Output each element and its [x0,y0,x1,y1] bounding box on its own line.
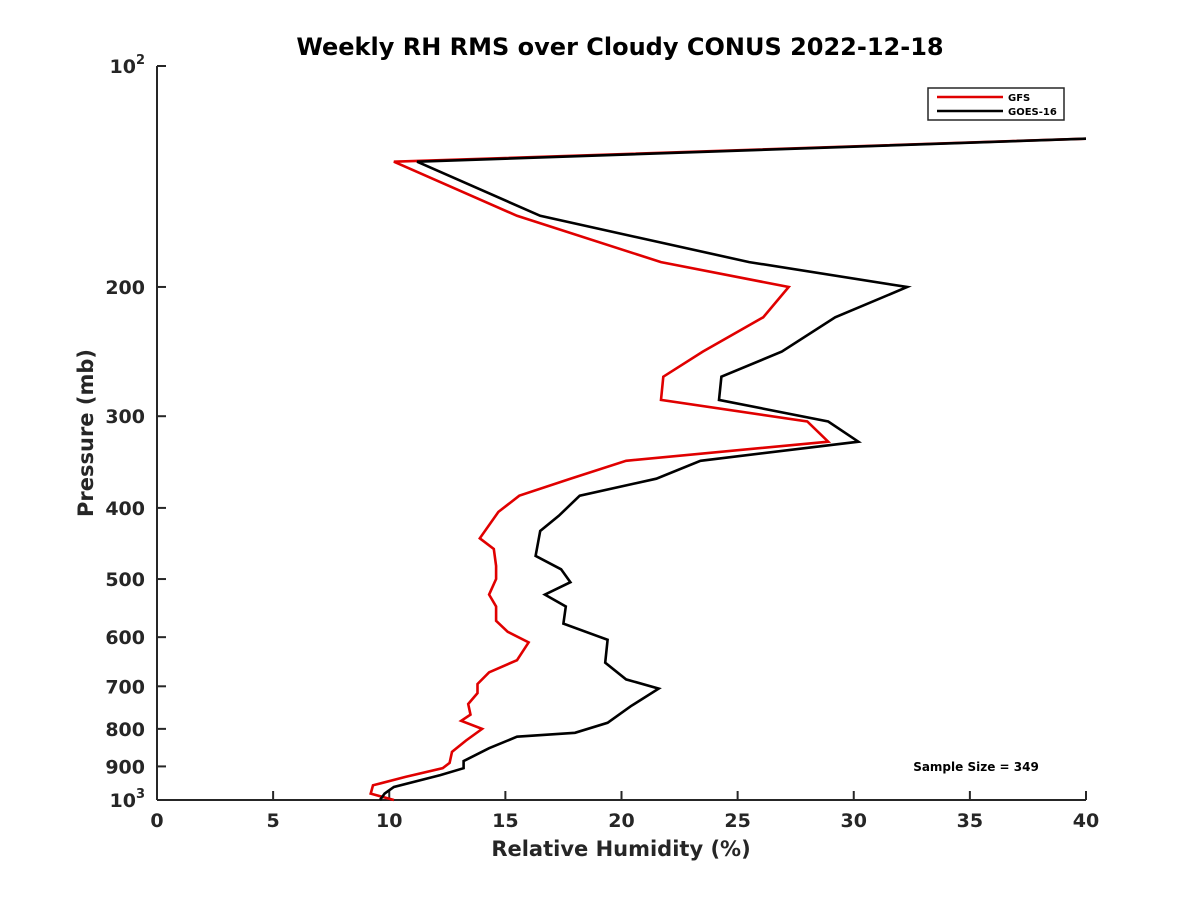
x-tick-label: 25 [724,810,750,832]
legend: GFS GOES-16 [927,87,1065,121]
x-tick-label: 15 [492,810,518,832]
series-layer [369,137,1086,802]
x-tick-label: 20 [608,810,634,832]
y-ticks: 102 200 300 400 500 600 700 800 900 103 [105,53,166,812]
series-line-gfs [369,137,1086,802]
y-tick-label: 400 [105,498,145,520]
y-tick-label: 900 [105,756,145,778]
x-tick-label: 5 [267,810,280,832]
legend-label-goes16: GOES-16 [1008,107,1057,118]
y-tick-label: 800 [105,719,145,741]
plot-area [156,66,1086,801]
y-axis-label: Pressure (mb) [74,349,98,517]
sample-size-annotation: Sample Size = 349 [913,760,1039,774]
y-tick-label: 600 [105,627,145,649]
series-line-goes16 [378,137,1086,801]
y-tick-label: 103 [110,787,146,812]
y-tick-label: 700 [105,676,145,698]
y-tick-label: 500 [105,569,145,591]
x-axis-label: Relative Humidity (%) [491,837,750,861]
legend-box [927,87,1065,121]
x-tick-label: 35 [957,810,983,832]
x-tick-label: 30 [841,810,867,832]
x-tick-label: 40 [1073,810,1099,832]
x-tick-label: 10 [376,810,402,832]
chart-title: Weekly RH RMS over Cloudy CONUS 2022-12-… [296,33,943,61]
x-tick-label: 0 [150,810,163,832]
legend-label-gfs: GFS [1008,93,1030,104]
y-tick-label: 300 [105,406,145,428]
y-tick-label: 102 [110,53,146,78]
x-ticks: 0 5 10 15 20 25 30 35 40 [150,791,1099,832]
y-tick-label: 200 [105,277,145,299]
